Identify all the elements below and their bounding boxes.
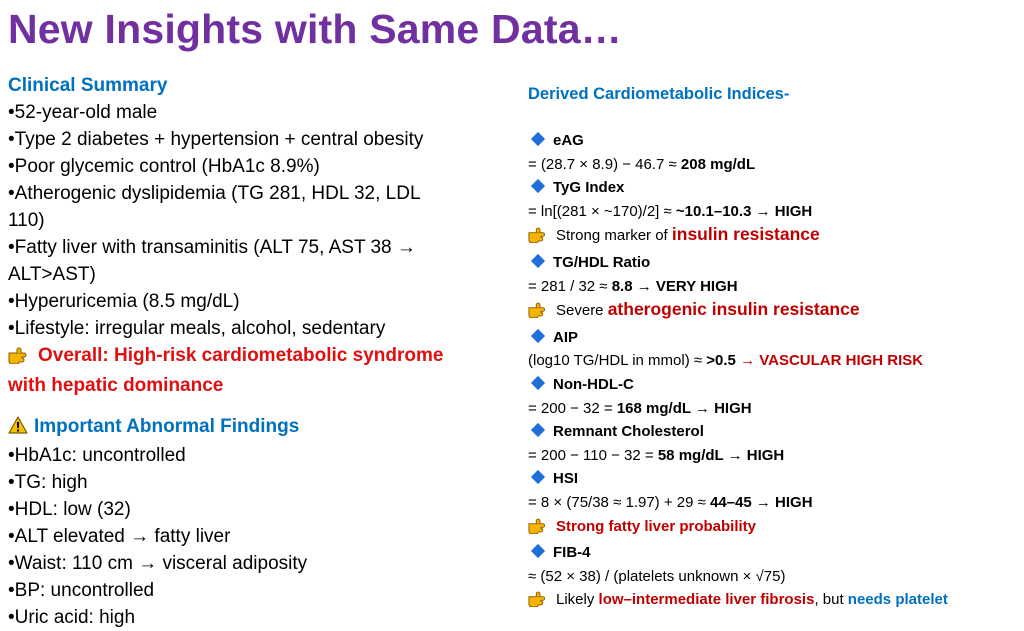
index-tyg-note: Strong marker of insulin resistance bbox=[528, 223, 1022, 251]
index-tghdl-calc: = 281 / 32 ≈ 8.8 → VERY HIGH bbox=[528, 277, 738, 295]
page-title: New Insights with Same Data… bbox=[8, 6, 622, 52]
clinical-summary-heading: Clinical Summary bbox=[8, 75, 168, 96]
index-tyg-heading: TyG Index bbox=[528, 176, 1022, 200]
blue-diamond-icon bbox=[530, 328, 546, 343]
overall-text-1: Overall: High-risk cardiometabolic syndr… bbox=[38, 345, 444, 366]
summary-item: ALT>AST) bbox=[8, 264, 96, 285]
summary-item: •52-year-old male bbox=[8, 102, 158, 123]
pointing-hand-icon bbox=[528, 226, 552, 251]
index-tghdl-note: Severe atherogenic insulin resistance bbox=[528, 298, 1022, 326]
right-column: Derived Cardiometabolic Indices- eAG = (… bbox=[528, 83, 1022, 615]
pointing-hand-icon bbox=[528, 590, 552, 615]
finding-item: •HbA1c: uncontrolled bbox=[8, 445, 186, 466]
summary-item: •Type 2 diabetes + hypertension + centra… bbox=[8, 129, 424, 150]
indices-heading: Derived Cardiometabolic Indices- bbox=[528, 85, 790, 103]
blue-diamond-icon bbox=[530, 179, 546, 194]
finding-item: •BP: uncontrolled bbox=[8, 580, 155, 601]
index-tghdl-heading: TG/HDL Ratio bbox=[528, 251, 1022, 275]
finding-item: •TG: high bbox=[8, 472, 88, 493]
pointing-hand-icon bbox=[528, 517, 552, 542]
blue-diamond-icon bbox=[530, 470, 546, 485]
index-eag-calc: = (28.7 × 8.9) − 46.7 ≈ 208 mg/dL bbox=[528, 155, 756, 173]
blue-diamond-icon bbox=[530, 544, 546, 559]
finding-item: •HDL: low (32) bbox=[8, 499, 131, 520]
index-hsi-note: Strong fatty liver probability bbox=[528, 515, 1022, 542]
summary-item: •Poor glycemic control (HbA1c 8.9%) bbox=[8, 156, 320, 177]
index-aip-calc: (log10 TG/HDL in mmol) ≈ >0.5 → VASCULAR… bbox=[528, 352, 924, 370]
summary-item: 110) bbox=[8, 210, 45, 231]
pointing-hand-icon bbox=[8, 345, 34, 372]
finding-item: •ALT elevated → fatty liver bbox=[8, 526, 231, 547]
overall-text-2: with hepatic dominance bbox=[8, 375, 224, 396]
index-hsi-heading: HSI bbox=[528, 467, 1022, 491]
index-fib4-calc: ≈ (52 × 38) / (platelets unknown × √75) bbox=[528, 567, 786, 585]
summary-item: •Lifestyle: irregular meals, alcohol, se… bbox=[8, 318, 386, 339]
overall-line: Overall: High-risk cardiometabolic syndr… bbox=[8, 342, 478, 372]
abnormal-findings-heading: Important Abnormal Findings bbox=[34, 416, 300, 437]
index-nonhdl-calc: = 200 − 32 = 168 mg/dL → HIGH bbox=[528, 399, 752, 417]
index-remnant-calc: = 200 − 110 − 32 = 58 mg/dL → HIGH bbox=[528, 446, 785, 464]
summary-item: •Atherogenic dyslipidemia (TG 281, HDL 3… bbox=[8, 183, 421, 204]
index-nonhdl-heading: Non-HDL-C bbox=[528, 373, 1022, 397]
summary-item: •Fatty liver with transaminitis (ALT 75,… bbox=[8, 237, 416, 258]
blue-diamond-icon bbox=[530, 131, 546, 147]
index-fib4-heading: FIB-4 bbox=[528, 541, 1022, 565]
index-remnant-heading: Remnant Cholesterol bbox=[528, 420, 1022, 444]
finding-item: •Waist: 110 cm → visceral adiposity bbox=[8, 553, 308, 574]
blue-diamond-icon bbox=[530, 253, 546, 269]
finding-item: •Uric acid: high bbox=[8, 607, 136, 628]
blue-diamond-icon bbox=[530, 423, 546, 438]
blue-diamond-icon bbox=[530, 375, 546, 391]
index-eag-heading: eAG bbox=[528, 129, 1022, 153]
index-fib4-note: Likely low–intermediate liver fibrosis, … bbox=[528, 588, 1022, 615]
summary-item: •Hyperuricemia (8.5 mg/dL) bbox=[8, 291, 240, 312]
index-tyg-calc: = ln[(281 × ~170)/2] ≈ ~10.1–10.3 → HIGH bbox=[528, 202, 813, 220]
left-column: Clinical Summary •52-year-old male •Type… bbox=[8, 72, 478, 631]
abnormal-findings-heading-row: Important Abnormal Findings bbox=[8, 413, 478, 442]
index-aip-heading: AIP bbox=[528, 326, 1022, 350]
index-hsi-calc: = 8 × (75/38 ≈ 1.97) + 29 ≈ 44–45 → HIGH bbox=[528, 493, 813, 511]
warning-icon bbox=[8, 415, 28, 442]
pointing-hand-icon bbox=[528, 301, 552, 326]
